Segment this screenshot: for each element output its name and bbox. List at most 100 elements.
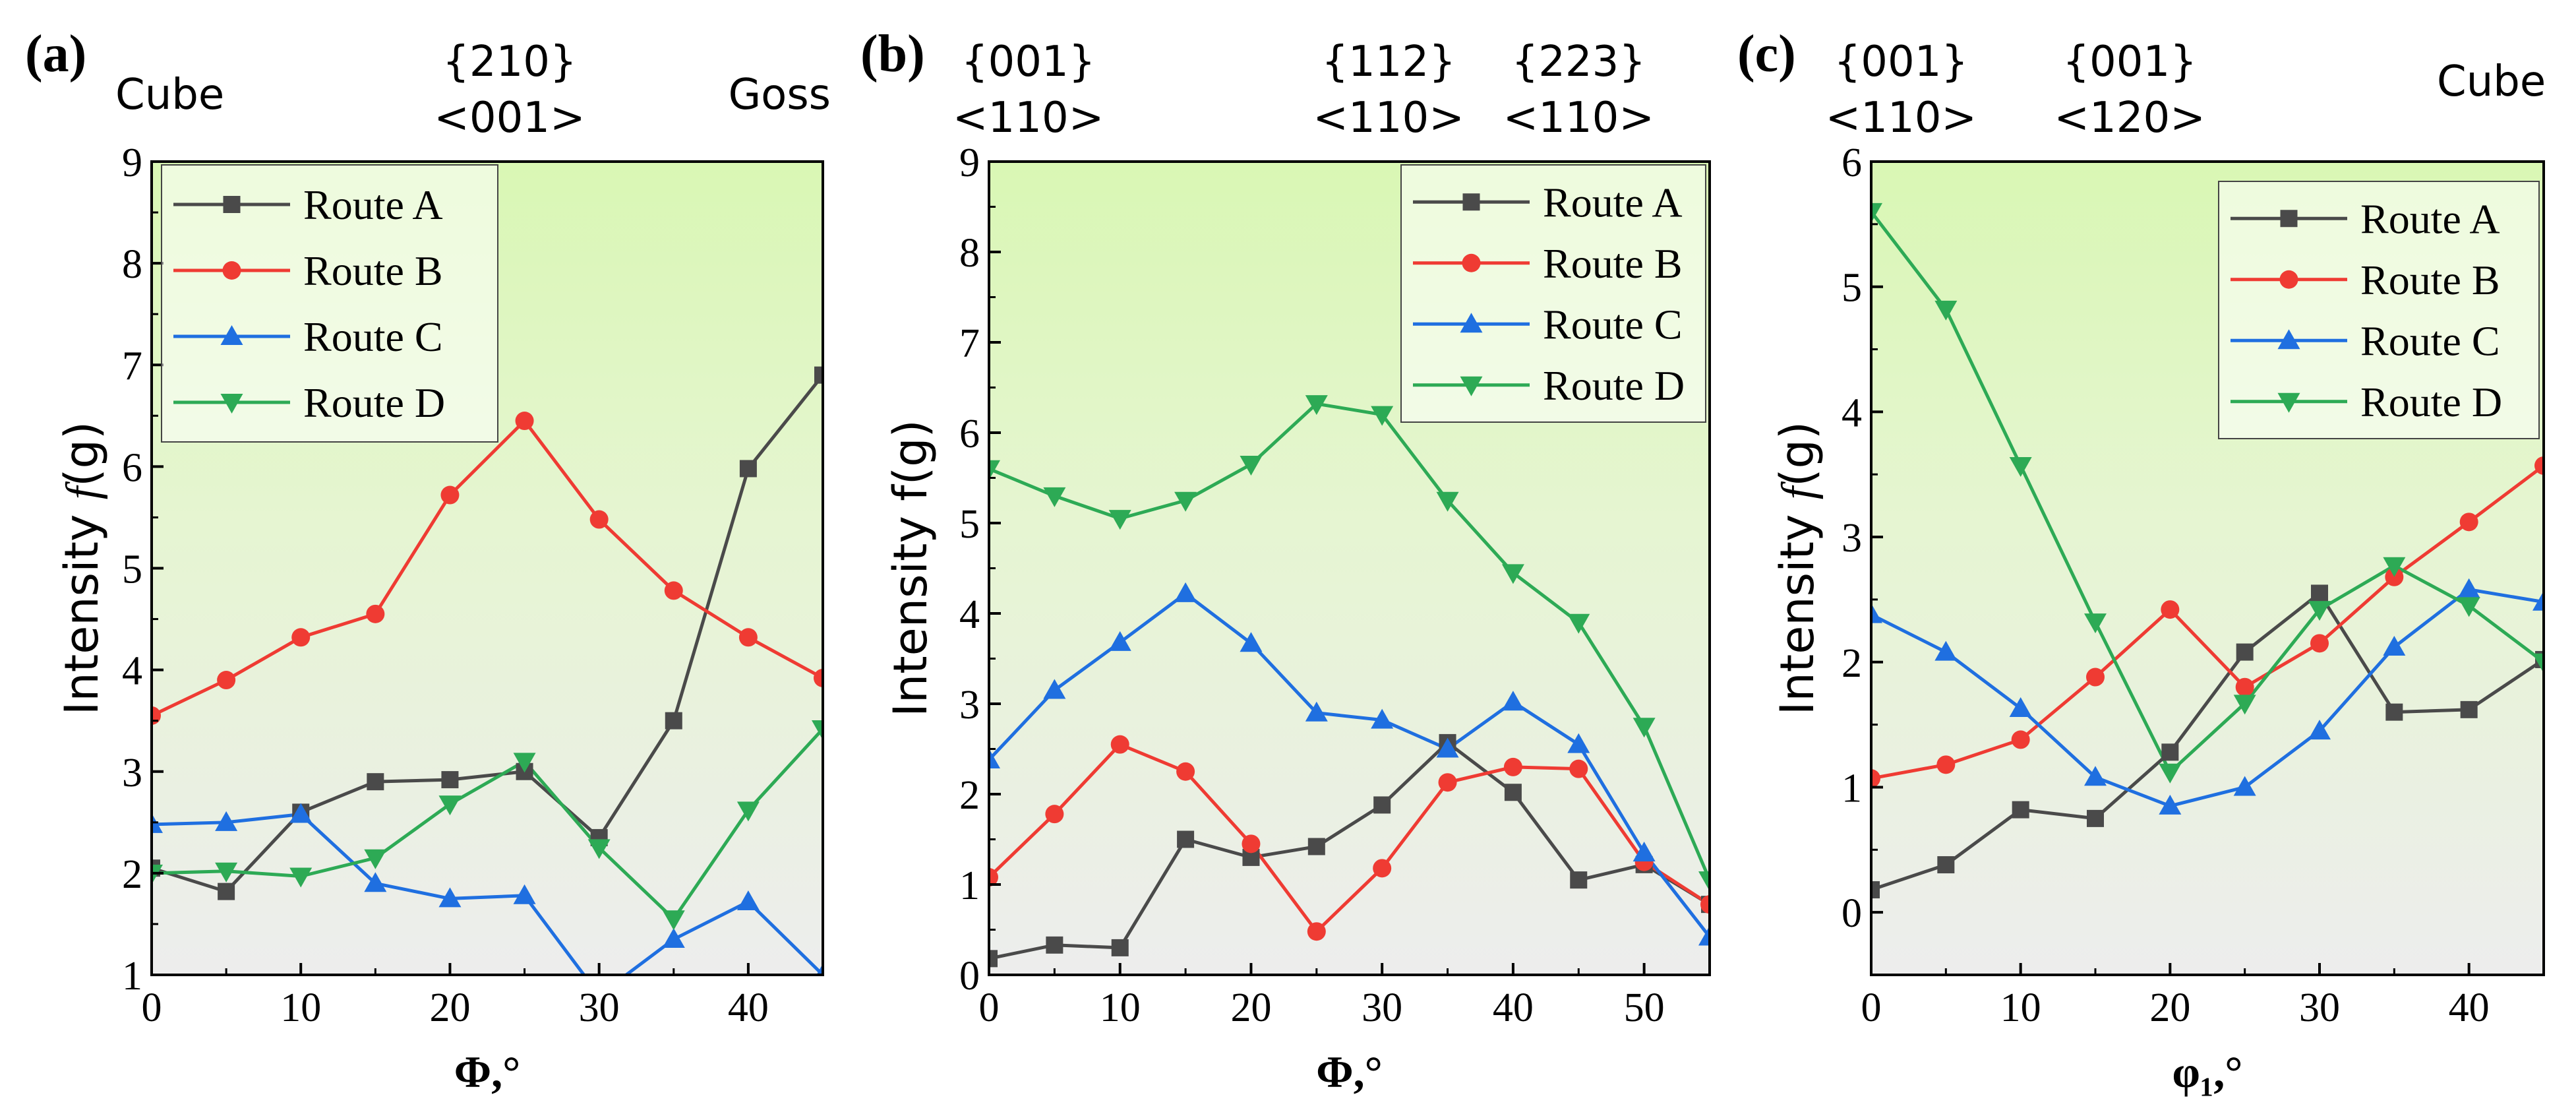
data-point-route-c bbox=[662, 928, 685, 948]
x-axis-label: φ₁,° bbox=[2172, 1047, 2242, 1097]
data-point-route-c bbox=[1174, 582, 1197, 602]
data-point-route-d bbox=[1934, 300, 1958, 321]
data-point-route-d bbox=[2233, 695, 2256, 715]
y-tick-label: 1 bbox=[122, 954, 142, 999]
legend-marker bbox=[220, 325, 243, 345]
series-line-route-a bbox=[1871, 591, 2544, 892]
data-point-route-b bbox=[1503, 757, 1522, 776]
y-axis-label: Intensity f(g) bbox=[55, 421, 109, 715]
series-group bbox=[989, 395, 1710, 968]
data-point-route-c bbox=[364, 872, 387, 892]
y-tick-label: 0 bbox=[1842, 891, 1862, 936]
texture-annotation: {223} <110> bbox=[1503, 38, 1654, 142]
data-point-route-d bbox=[1632, 718, 1656, 738]
legend-box bbox=[2218, 181, 2540, 439]
legend-box bbox=[1400, 164, 1706, 423]
data-point-route-c bbox=[2233, 776, 2256, 796]
series-line-route-c bbox=[152, 812, 823, 975]
x-tick-label: 0 bbox=[1861, 985, 1882, 1030]
data-point-route-b bbox=[1176, 762, 1195, 781]
data-point-route-a bbox=[2385, 703, 2403, 721]
data-point-route-d bbox=[215, 862, 238, 883]
data-point-route-a bbox=[1111, 939, 1129, 956]
data-point-route-d bbox=[1436, 491, 1459, 512]
x-tick-label: 0 bbox=[142, 985, 162, 1030]
data-point-route-b bbox=[440, 485, 460, 505]
y-tick-label: 6 bbox=[959, 412, 980, 456]
annotation-line: <110> bbox=[1826, 94, 1977, 142]
x-tick-label: 20 bbox=[1230, 985, 1271, 1030]
annotation-line: {210} bbox=[442, 38, 577, 86]
data-point-route-c bbox=[1043, 679, 1066, 699]
data-point-route-a bbox=[2311, 584, 2328, 602]
legend-entry-route-a: Route A bbox=[2360, 195, 2500, 242]
data-point-route-a bbox=[1046, 936, 1063, 954]
y-tick-label: 1 bbox=[959, 863, 980, 908]
y-tick-label: 9 bbox=[959, 140, 980, 185]
x-tick-label: 40 bbox=[728, 985, 769, 1030]
y-tick-label: 5 bbox=[959, 502, 980, 547]
legend-marker bbox=[2277, 329, 2300, 350]
data-point-route-c bbox=[1871, 603, 1882, 623]
annotation-line: <110> bbox=[1503, 94, 1654, 142]
legend-marker bbox=[1460, 376, 1483, 396]
data-point-route-b bbox=[1110, 735, 1129, 754]
panel-label: (a) bbox=[25, 25, 86, 83]
data-point-route-d bbox=[438, 795, 462, 816]
data-point-route-d bbox=[2383, 557, 2406, 577]
data-point-route-d bbox=[736, 801, 760, 822]
data-point-route-c bbox=[1240, 632, 1263, 652]
legend-entry-route-a: Route A bbox=[1543, 179, 1683, 226]
data-point-route-d bbox=[1174, 491, 1197, 512]
x-tick-label: 30 bbox=[1362, 985, 1402, 1030]
y-tick-label: 9 bbox=[122, 140, 142, 185]
legend-entry-route-d: Route D bbox=[303, 379, 445, 426]
y-tick-label: 4 bbox=[1842, 390, 1862, 435]
data-point-route-c bbox=[736, 890, 760, 911]
data-point-route-b bbox=[366, 604, 385, 623]
legend-entry-route-d: Route D bbox=[1543, 362, 1685, 409]
data-point-route-d bbox=[2308, 601, 2331, 621]
data-point-route-d bbox=[1043, 487, 1066, 507]
data-point-route-a bbox=[2012, 801, 2029, 819]
data-point-route-c bbox=[1698, 925, 1710, 946]
data-point-route-c bbox=[2009, 697, 2032, 717]
series-line-route-d bbox=[989, 402, 1710, 881]
texture-annotation: {001} <110> bbox=[953, 38, 1104, 142]
data-point-route-b bbox=[2534, 456, 2544, 475]
legend-marker bbox=[2279, 270, 2298, 289]
data-point-route-d bbox=[1698, 871, 1710, 892]
data-point-route-d bbox=[2159, 763, 2182, 784]
data-point-route-b bbox=[738, 628, 758, 647]
x-tick-label: 0 bbox=[979, 985, 1000, 1030]
x-axis-label: Φ,° bbox=[1316, 1047, 1383, 1097]
data-point-route-b bbox=[2459, 512, 2478, 532]
annotation-line: Cube bbox=[2437, 57, 2546, 106]
data-point-route-a bbox=[814, 366, 823, 384]
data-point-route-a bbox=[2161, 743, 2179, 761]
data-point-route-b bbox=[1373, 859, 1392, 878]
data-point-route-a bbox=[1177, 830, 1195, 848]
data-point-route-b bbox=[2161, 600, 2180, 619]
data-point-route-b bbox=[1700, 895, 1710, 914]
x-tick-label: 20 bbox=[2149, 985, 2190, 1030]
series-line-route-d bbox=[152, 728, 823, 921]
legend-entry-route-a: Route A bbox=[303, 181, 443, 228]
texture-annotation: Cube bbox=[2437, 57, 2546, 106]
legend-marker bbox=[2280, 210, 2298, 228]
data-point-route-c bbox=[816, 964, 823, 975]
data-point-route-c bbox=[1934, 640, 1958, 661]
data-point-route-c bbox=[1632, 842, 1656, 862]
y-tick-label: 4 bbox=[959, 592, 980, 637]
data-point-route-d bbox=[1108, 510, 1131, 530]
data-point-route-c bbox=[2457, 578, 2480, 598]
legend-marker bbox=[220, 394, 243, 414]
data-point-route-c bbox=[989, 748, 1000, 768]
series-line-route-b bbox=[989, 743, 1710, 933]
x-tick-label: 50 bbox=[1624, 985, 1665, 1030]
data-point-route-b bbox=[515, 412, 534, 431]
data-point-route-b bbox=[2086, 668, 2105, 687]
data-point-route-c bbox=[2308, 720, 2331, 740]
y-tick-label: 5 bbox=[1842, 266, 1862, 311]
